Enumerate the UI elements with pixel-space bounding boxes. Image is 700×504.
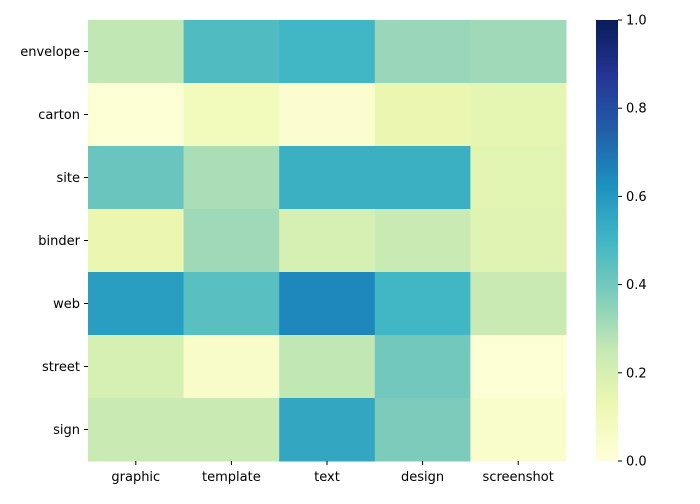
x-tick-label: text (314, 470, 340, 485)
heatmap-cell-envelope-template (183, 20, 280, 84)
heatmap-cell-sign-screenshot (470, 398, 567, 462)
y-tick-label: carton (38, 108, 80, 123)
colorbar-tick-label: 0.6 (626, 190, 647, 205)
heatmap-cell-site-graphic (88, 146, 185, 210)
y-tick-label: binder (38, 234, 80, 249)
heatmap-cell-carton-screenshot (470, 83, 567, 147)
heatmap-cell-carton-design (374, 83, 471, 147)
x-tick-label: design (401, 470, 444, 485)
colorbar-tick-label: 0.2 (626, 366, 647, 381)
colorbar: 0.0 0.2 0.4 0.6 0.8 1.0 (596, 14, 647, 470)
heatmap-cell-envelope-design (374, 20, 471, 84)
heatmap-cell-street-design (374, 335, 471, 399)
heatmap-cell-site-screenshot (470, 146, 567, 210)
heatmap-cell-street-screenshot (470, 335, 567, 399)
heatmap-cell-envelope-graphic (88, 20, 185, 84)
heatmap-cell-binder-text (279, 209, 376, 273)
heatmap-cell-sign-text (279, 398, 376, 462)
x-tick-label: template (202, 470, 261, 485)
heatmap-cell-web-graphic (88, 272, 185, 336)
colorbar-gradient (596, 20, 618, 461)
heatmap-cell-binder-design (374, 209, 471, 273)
colorbar-tick-label: 0.0 (626, 455, 647, 470)
y-tick-label: site (57, 171, 80, 186)
x-tick-label: graphic (111, 470, 160, 485)
colorbar-tick-label: 0.4 (626, 278, 647, 293)
heatmap-cell-street-template (183, 335, 280, 399)
heatmap-cell-web-screenshot (470, 272, 567, 336)
heatmap-cell-web-text (279, 272, 376, 336)
heatmap-cell-carton-template (183, 83, 280, 147)
heatmap-cell-sign-design (374, 398, 471, 462)
y-tick-label: web (53, 297, 80, 312)
heatmap-cell-street-graphic (88, 335, 185, 399)
x-axis-ticks: graphic template text design screenshot (111, 461, 554, 485)
heatmap-cell-carton-text (279, 83, 376, 147)
heatmap-cell-sign-template (183, 398, 280, 462)
y-tick-label: sign (53, 423, 80, 438)
heatmap-cell-binder-template (183, 209, 280, 273)
heatmap-cell-carton-graphic (88, 83, 185, 147)
heatmap-cell-site-template (183, 146, 280, 210)
colorbar-tick-label: 1.0 (626, 14, 647, 29)
y-axis-ticks: envelope carton site binder web street sign (20, 45, 88, 438)
colorbar-tick-label: 0.8 (626, 102, 647, 117)
y-tick-label: street (42, 360, 80, 375)
x-tick-label: screenshot (483, 470, 554, 485)
heatmap-cell-web-design (374, 272, 471, 336)
heatmap-cell-street-text (279, 335, 376, 399)
heatmap-cell-binder-screenshot (470, 209, 567, 273)
heatmap-cell-envelope-text (279, 20, 376, 84)
heatmap-cells (88, 20, 567, 462)
y-tick-label: envelope (20, 45, 80, 60)
heatmap-cell-web-template (183, 272, 280, 336)
heatmap-cell-binder-graphic (88, 209, 185, 273)
heatmap-cell-envelope-screenshot (470, 20, 567, 84)
heatmap-cell-sign-graphic (88, 398, 185, 462)
heatmap-cell-site-design (374, 146, 471, 210)
heatmap-cell-site-text (279, 146, 376, 210)
